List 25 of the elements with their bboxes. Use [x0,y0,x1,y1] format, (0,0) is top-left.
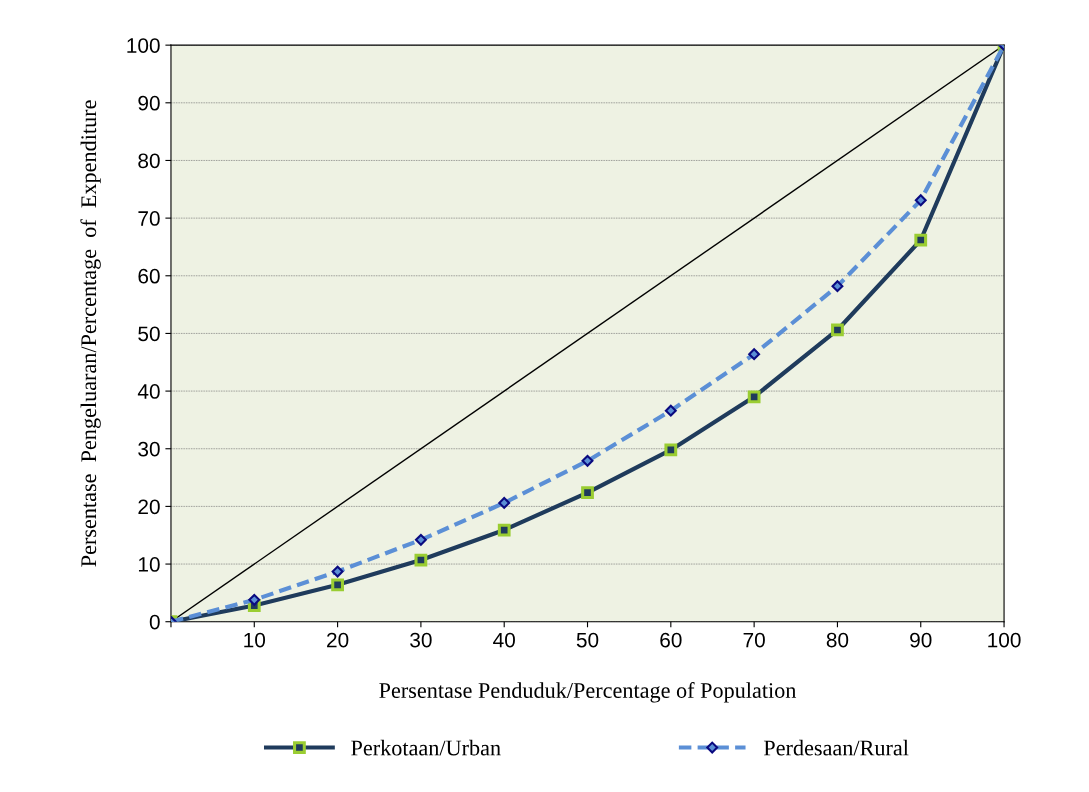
y-tick-label: 40 [137,384,160,399]
y-tick-label: 0 [149,614,160,630]
y-tick-label: 10 [138,557,160,572]
y-tick-label: 20 [138,499,160,515]
x-tick-label: 70 [743,632,765,648]
x-tick-label: 10 [244,632,266,648]
legend-label: Perdesaan/Rural [763,739,909,756]
y-tick-label: 30 [138,441,160,457]
x-tick-label: 30 [410,632,432,648]
y-tick-label: 60 [138,268,160,284]
y-tick-label: 80 [138,153,160,169]
x-tick-label: 60 [660,632,682,648]
x-tick-label: 20 [327,632,349,648]
x-tick-label: 100 [988,632,1021,648]
x-tick-label: 90 [910,632,932,648]
y-tick-label: 70 [138,211,160,226]
x-tick-label: 50 [576,632,599,648]
x-tick-label: 80 [826,632,849,648]
y-tick-label: 50 [138,326,160,342]
y-axis-title: Persentase Pengeluaran/Percentage of Expenditure [80,100,101,567]
y-tick-label: 100 [127,38,160,53]
x-tick-label: 40 [493,632,515,648]
y-tick-label: 90 [138,95,160,111]
x-axis-title: Persentase Penduduk/Percentage of Population [379,682,797,703]
legend-label: Perkotaan/Urban [351,739,501,756]
